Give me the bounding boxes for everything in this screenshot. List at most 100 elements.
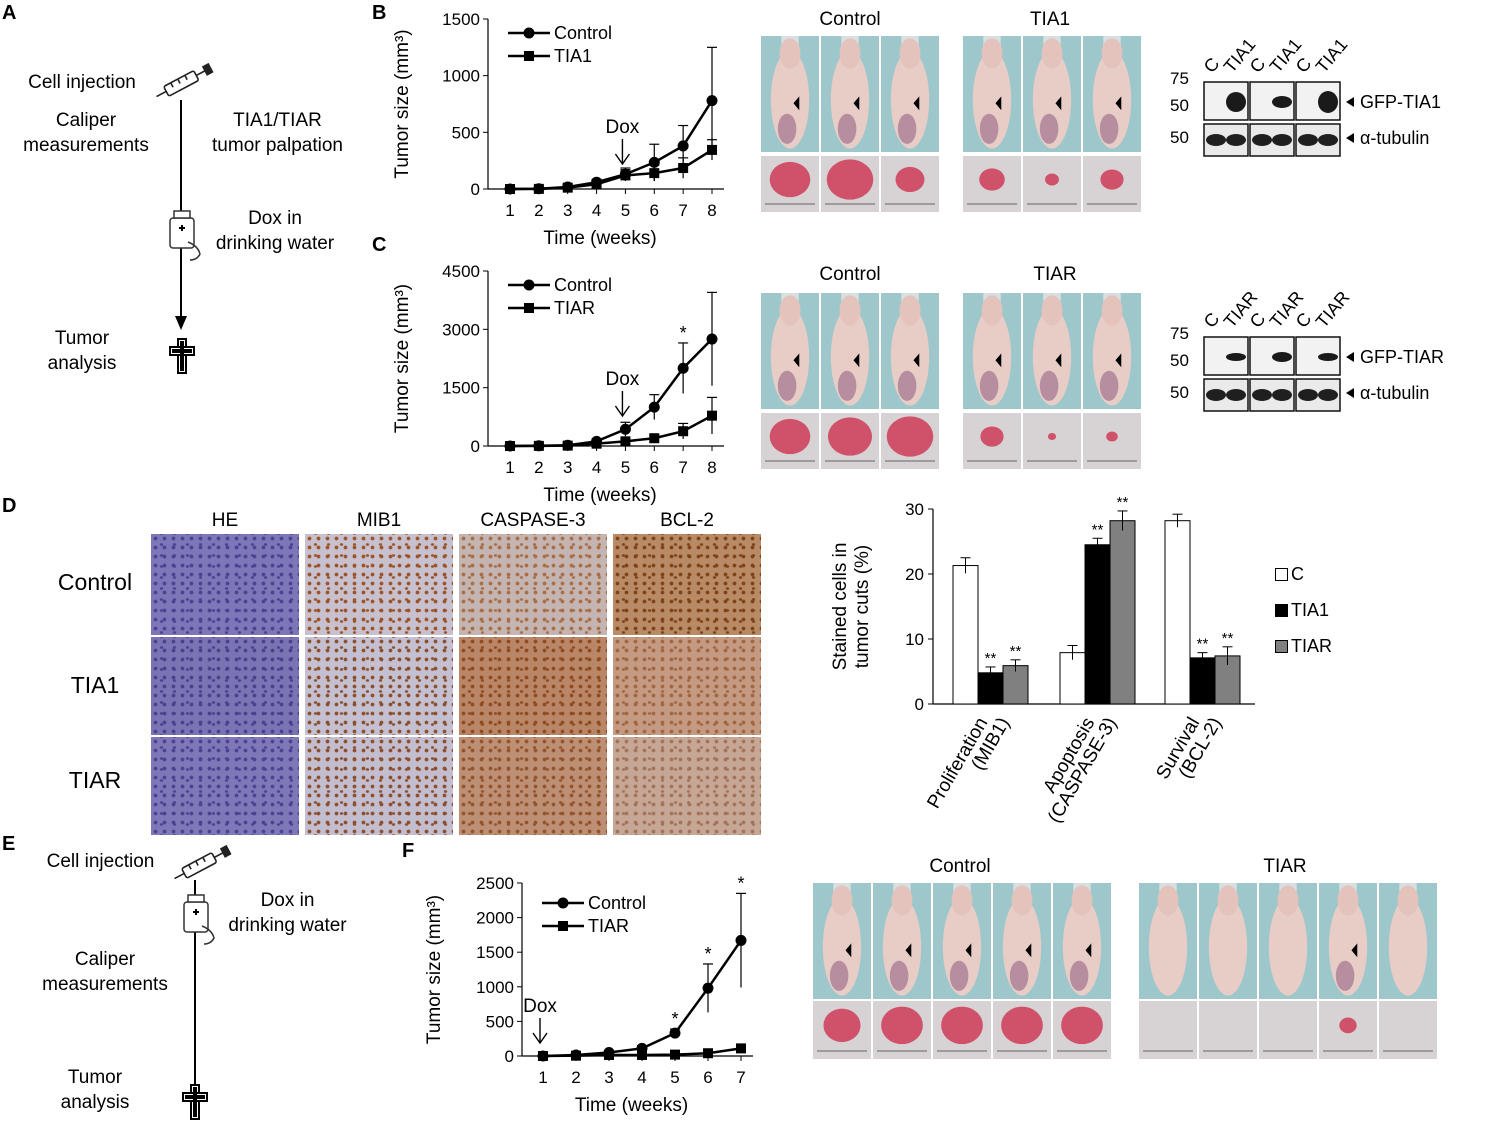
x-tick-label: 4 xyxy=(592,458,601,477)
photo-label-c-tiar: TIAR xyxy=(1033,264,1077,285)
water-bottle-icon-e xyxy=(183,894,215,945)
y-tick-label: 1500 xyxy=(442,379,480,398)
tumor-photo xyxy=(760,412,820,470)
dox-arrow-head xyxy=(532,1032,548,1045)
y-tick-label: 500 xyxy=(452,123,480,142)
dox-annotation: Dox xyxy=(523,996,557,1017)
band-arrow-icon xyxy=(1346,352,1354,362)
y-tick-label: 4500 xyxy=(442,262,480,281)
legend-label-control: Control xyxy=(554,275,612,295)
dox-label-e-2: drinking water xyxy=(228,915,347,936)
mouse-photo xyxy=(962,292,1022,410)
legend-swatch-tia1 xyxy=(1275,604,1288,617)
mw-marker: 50 xyxy=(1170,128,1189,147)
y-axis-title: Tumor size (mm³) xyxy=(424,895,445,1044)
tubulin-band xyxy=(1272,389,1292,401)
x-tick-label: 7 xyxy=(678,201,687,220)
legend-label-control: Control xyxy=(554,23,612,43)
legend-marker-tia1 xyxy=(524,51,534,61)
point-tiar xyxy=(505,441,515,451)
tumor-photo xyxy=(962,412,1022,470)
point-tiar xyxy=(670,1049,680,1060)
syringe-icon-e xyxy=(174,844,232,880)
cross-icon xyxy=(169,338,195,374)
point-control xyxy=(706,333,718,345)
ihc-image xyxy=(304,636,454,736)
point-tiar xyxy=(591,438,602,449)
significance-star: * xyxy=(737,873,744,893)
band-arrow-icon xyxy=(1346,388,1354,398)
tumor-photo xyxy=(1082,155,1142,213)
tumor-photo xyxy=(932,1000,992,1060)
ihc-image xyxy=(304,533,454,636)
ihc-image xyxy=(304,736,454,836)
band-label-tubulin: α-tubulin xyxy=(1360,128,1429,148)
x-tick-label: 1 xyxy=(505,201,514,220)
x-tick-label: 2 xyxy=(571,1068,580,1087)
gfp-band xyxy=(1318,91,1338,113)
y-axis-title-line1: Stained cells in xyxy=(830,543,851,671)
photo-label-f-control: Control xyxy=(929,856,991,877)
panel-label-d: D xyxy=(2,495,17,517)
mouse-photo xyxy=(760,292,820,410)
cell-injection-label-e: Cell injection xyxy=(46,851,155,872)
ihc-col-bcl2: BCL-2 xyxy=(660,510,714,531)
legend-marker-control xyxy=(557,897,569,909)
legend-marker-control xyxy=(523,279,535,291)
band-label-gfp: GFP-TIAR xyxy=(1360,347,1444,367)
blot-lane-label: C xyxy=(1200,54,1224,77)
x-tick-label: 6 xyxy=(650,458,659,477)
photo-label-b-control: Control xyxy=(819,9,881,30)
x-tick-label: 4 xyxy=(592,201,601,220)
gfp-band xyxy=(1318,353,1338,361)
bar-tiar xyxy=(1109,520,1136,705)
y-tick-label: 10 xyxy=(905,630,924,649)
panel-e-schema: Cell injection Dox in drinking water Cal… xyxy=(0,840,380,1124)
y-tick-label: 1500 xyxy=(476,943,514,962)
point-control xyxy=(669,1027,681,1039)
ihc-col-caspase3: CASPASE-3 xyxy=(480,510,586,531)
tubulin-band xyxy=(1206,389,1226,401)
tumor-photo xyxy=(962,155,1022,213)
mouse-photo xyxy=(812,882,872,1000)
tubulin-band xyxy=(1318,389,1338,401)
bar-chart-legend: C TIA1 TIAR xyxy=(1275,562,1365,662)
gfp-band xyxy=(1226,92,1246,112)
mouse-photo xyxy=(1082,35,1142,153)
point-tiar xyxy=(736,1043,746,1054)
dox-arrow-head xyxy=(614,405,631,418)
x-tick-label: 3 xyxy=(563,458,572,477)
ihc-image xyxy=(612,533,762,636)
y-tick-label: 30 xyxy=(905,500,924,519)
x-tick-label: 8 xyxy=(707,458,716,477)
panel-label-c: C xyxy=(372,234,387,256)
y-tick-label: 1500 xyxy=(442,10,480,29)
x-tick-label: 6 xyxy=(650,201,659,220)
significance-star: * xyxy=(704,944,711,964)
x-tick-label: 2 xyxy=(534,201,543,220)
point-control xyxy=(702,982,714,994)
tumor-photo xyxy=(1022,412,1082,470)
legend-label-tiar: TIAR xyxy=(554,298,595,318)
x-tick-label: 1 xyxy=(538,1068,547,1087)
y-tick-label: 0 xyxy=(471,437,480,456)
tumor-photo xyxy=(1138,1000,1198,1060)
point-control xyxy=(619,423,631,435)
x-tick-label: 8 xyxy=(707,201,716,220)
analysis-label-1: Tumor xyxy=(54,328,110,349)
cell-injection-label: Cell injection xyxy=(28,72,136,93)
tubulin-band xyxy=(1226,389,1246,401)
legend-marker-control xyxy=(523,27,535,39)
mw-marker: 75 xyxy=(1170,324,1189,343)
y-tick-label: 2500 xyxy=(476,874,514,893)
ihc-col-he: HE xyxy=(211,510,239,531)
point-tia1 xyxy=(562,182,573,193)
ihc-row-tia1: TIA1 xyxy=(70,672,120,698)
legend-label-c: C xyxy=(1291,564,1304,584)
dox-label-e-1: Dox in xyxy=(260,890,315,911)
tubulin-band xyxy=(1318,134,1338,146)
point-tiar xyxy=(678,426,689,437)
dox-annotation: Dox xyxy=(606,369,640,390)
